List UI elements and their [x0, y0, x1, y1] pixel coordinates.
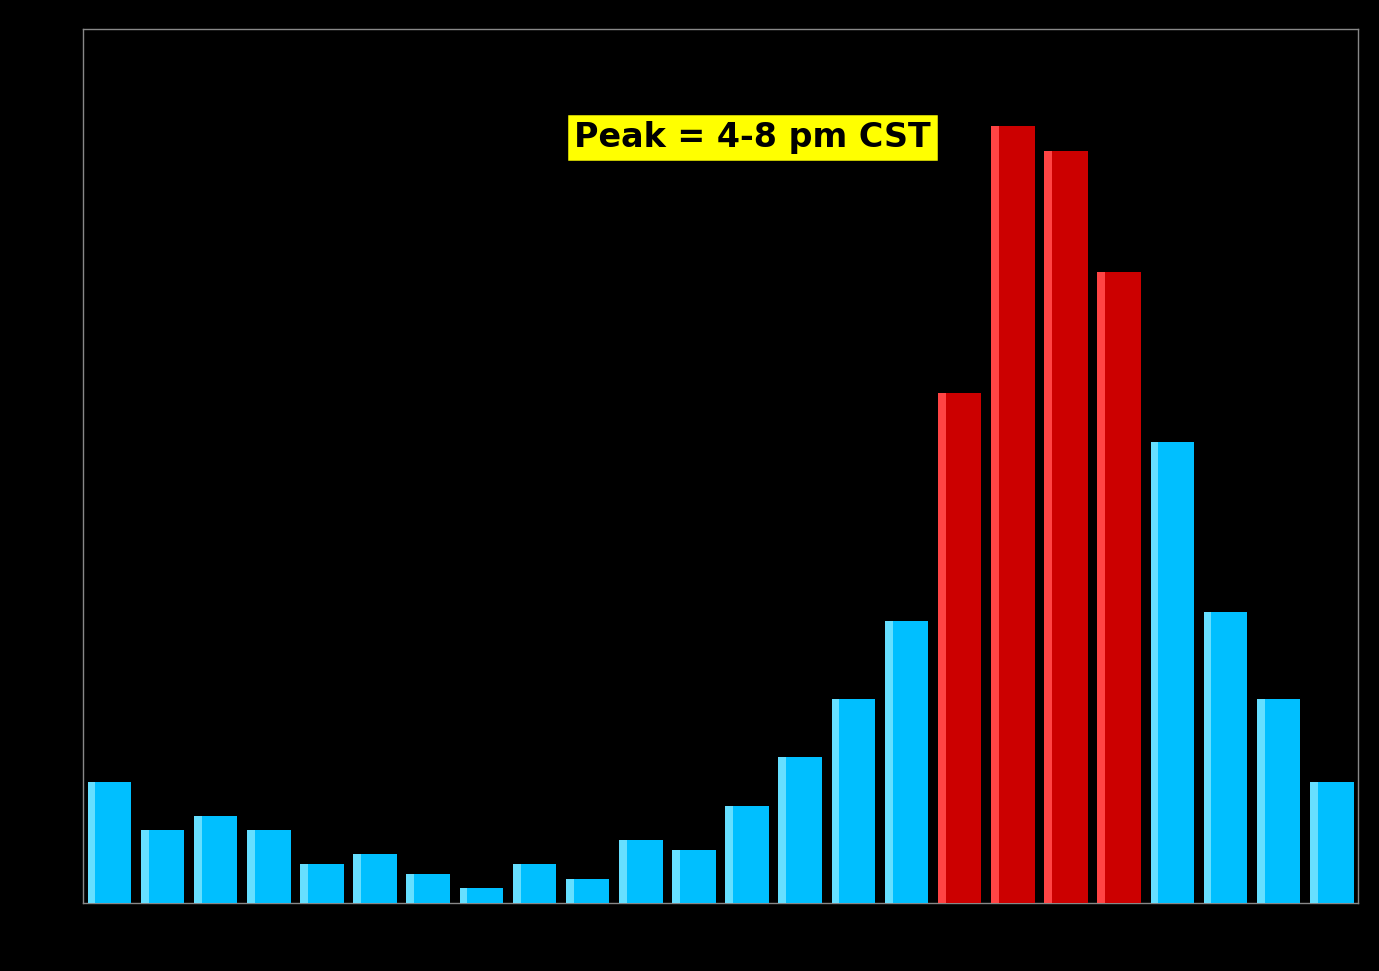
- Bar: [459, 888, 503, 903]
- Bar: [779, 757, 786, 903]
- Bar: [194, 816, 237, 903]
- Bar: [247, 830, 255, 903]
- Bar: [885, 621, 892, 903]
- Bar: [832, 699, 840, 903]
- Bar: [1150, 442, 1194, 903]
- Bar: [1310, 782, 1354, 903]
- Bar: [194, 816, 201, 903]
- Bar: [247, 830, 291, 903]
- Text: Peak = 4-8 pm CST: Peak = 4-8 pm CST: [574, 120, 931, 153]
- Bar: [992, 126, 1034, 903]
- Bar: [513, 864, 520, 903]
- Bar: [1150, 442, 1158, 903]
- Bar: [87, 782, 131, 903]
- Bar: [1044, 151, 1052, 903]
- Bar: [1204, 612, 1247, 903]
- Bar: [1098, 272, 1140, 903]
- Bar: [672, 850, 680, 903]
- Bar: [565, 879, 610, 903]
- Bar: [87, 782, 95, 903]
- Bar: [1044, 151, 1088, 903]
- Bar: [1256, 699, 1300, 903]
- Bar: [141, 830, 185, 903]
- Bar: [301, 864, 343, 903]
- Bar: [1310, 782, 1318, 903]
- Bar: [619, 840, 662, 903]
- Bar: [353, 854, 397, 903]
- Bar: [407, 874, 450, 903]
- Bar: [619, 840, 627, 903]
- Bar: [141, 830, 149, 903]
- Bar: [565, 879, 574, 903]
- Bar: [725, 806, 734, 903]
- Bar: [301, 864, 308, 903]
- Bar: [725, 806, 769, 903]
- Bar: [1204, 612, 1212, 903]
- Bar: [885, 621, 928, 903]
- Bar: [992, 126, 998, 903]
- Bar: [779, 757, 822, 903]
- Bar: [459, 888, 467, 903]
- Bar: [1098, 272, 1105, 903]
- Bar: [672, 850, 716, 903]
- Bar: [832, 699, 876, 903]
- Bar: [938, 393, 982, 903]
- Bar: [938, 393, 946, 903]
- Bar: [407, 874, 414, 903]
- Bar: [1256, 699, 1265, 903]
- Bar: [513, 864, 556, 903]
- Bar: [353, 854, 361, 903]
